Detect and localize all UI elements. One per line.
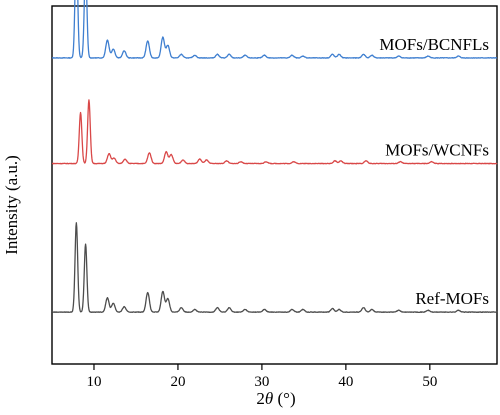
series-line <box>51 0 498 59</box>
x-tick-label: 10 <box>86 374 101 390</box>
y-axis-label: Intensity (a.u.) <box>2 155 21 255</box>
plot-frame <box>51 5 498 365</box>
x-axis-label-suffix: (°) <box>273 389 295 408</box>
series-label: MOFs/BCNFLs <box>379 35 489 54</box>
x-axis-label: 2θ (°) <box>256 389 295 408</box>
series-labels: MOFs/BCNFLs MOFs/WCNFs Ref-MOFs <box>379 35 489 308</box>
x-axis-label-symbol: θ <box>265 389 273 408</box>
x-axis-ticks: 10 20 30 40 50 <box>86 364 437 390</box>
x-tick-label: 40 <box>338 374 353 390</box>
series-line <box>51 99 498 165</box>
x-axis-label-prefix: 2 <box>256 389 265 408</box>
series-label: MOFs/WCNFs <box>385 141 489 160</box>
plot-area <box>51 5 498 365</box>
x-tick-label: 20 <box>170 374 185 390</box>
series-label: Ref-MOFs <box>415 289 489 308</box>
series-traces <box>51 0 498 314</box>
x-tick-label: 30 <box>254 374 269 390</box>
x-tick-label: 50 <box>422 374 437 390</box>
series-line <box>51 222 498 314</box>
